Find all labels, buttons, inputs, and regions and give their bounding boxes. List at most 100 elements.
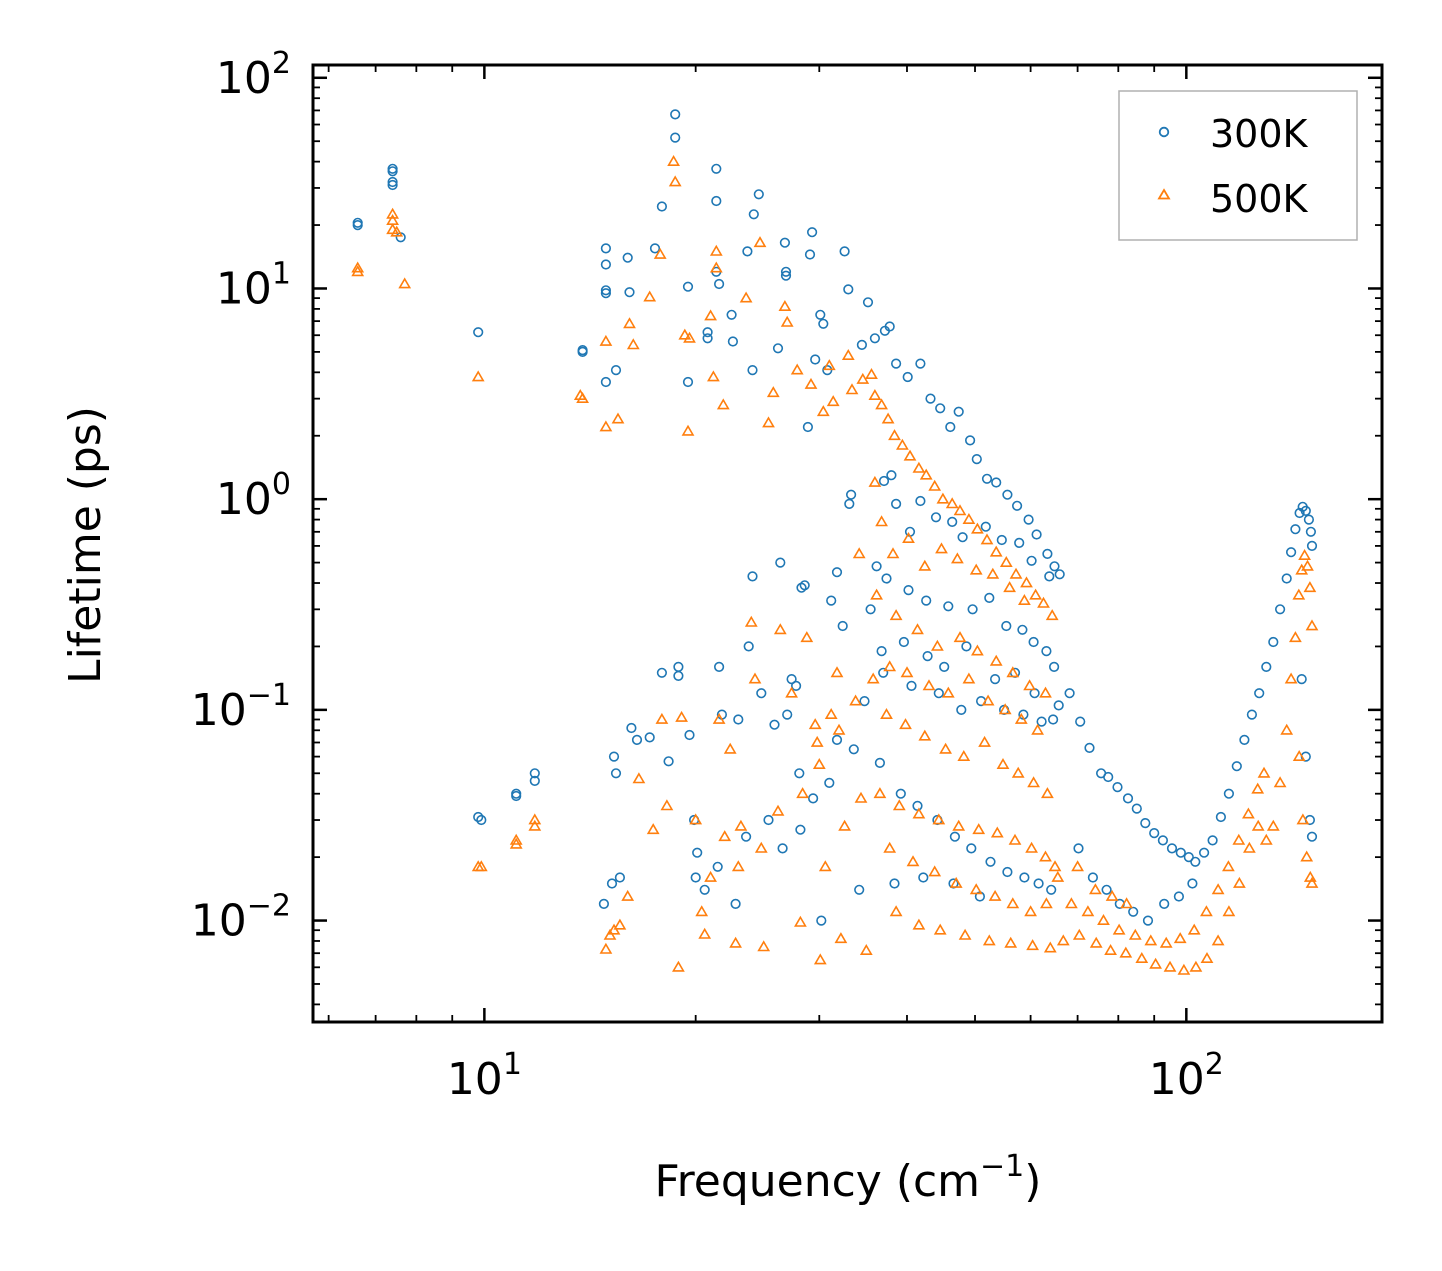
point-500K	[834, 932, 848, 944]
point-300K	[1049, 561, 1060, 572]
point-300K	[848, 744, 859, 755]
point-500K	[988, 889, 1002, 901]
point-300K	[626, 722, 637, 734]
point-500K	[931, 639, 944, 651]
point-500K	[912, 918, 926, 930]
series-500K	[351, 155, 1319, 975]
point-500K	[1020, 576, 1033, 588]
point-300K	[1054, 569, 1065, 580]
point-300K	[1044, 571, 1055, 582]
point-300K	[804, 249, 816, 260]
point-300K	[763, 814, 774, 826]
point-300K	[859, 695, 870, 707]
point-500K	[939, 742, 952, 754]
point-500K	[1026, 939, 1039, 951]
x-tick-label: 101	[447, 1047, 522, 1105]
point-300K	[810, 354, 821, 365]
point-500K	[949, 876, 963, 888]
point-500K	[866, 672, 880, 684]
point-500K	[859, 944, 873, 955]
point-300K	[600, 288, 612, 299]
point-500K	[1043, 941, 1057, 953]
point-500K	[1292, 588, 1306, 600]
point-500K	[951, 552, 964, 564]
point-500K	[978, 735, 991, 747]
point-500K	[981, 694, 995, 706]
point-300K	[1019, 872, 1030, 883]
point-500K	[621, 889, 635, 901]
point-300K	[991, 477, 1002, 488]
point-500K	[918, 729, 932, 741]
point-500K	[1041, 787, 1054, 799]
point-500K	[810, 735, 824, 747]
point-300K	[476, 814, 487, 826]
point-500K	[1273, 776, 1287, 788]
point-500K	[1008, 833, 1022, 845]
point-500K	[870, 588, 883, 600]
point-300K	[726, 309, 737, 320]
point-300K	[1048, 661, 1060, 673]
point-300K	[747, 571, 758, 582]
point-500K	[922, 679, 936, 691]
point-500K	[854, 791, 868, 803]
point-300K	[1023, 514, 1034, 525]
point-500K	[1119, 946, 1133, 958]
point-500K	[729, 936, 742, 948]
point-300K	[753, 189, 764, 200]
point-500K	[668, 175, 682, 187]
point-500K	[953, 631, 967, 643]
point-500K	[935, 542, 948, 554]
point-300K	[984, 592, 995, 604]
point-300K	[1187, 878, 1198, 889]
point-300K	[845, 489, 857, 500]
point-500K	[1284, 672, 1298, 684]
point-300K	[871, 561, 882, 572]
point-500K	[704, 309, 717, 321]
point-300K	[730, 898, 741, 910]
point-300K	[1285, 547, 1297, 558]
point-500K	[778, 300, 792, 311]
point-300K	[1001, 620, 1012, 632]
point-500K	[812, 758, 826, 769]
point-500K	[953, 504, 967, 516]
point-300K	[1028, 636, 1039, 648]
point-300K	[943, 601, 954, 612]
point-500K	[1200, 952, 1214, 963]
point-300K	[779, 237, 791, 248]
point-500K	[757, 940, 771, 952]
point-300K	[772, 343, 784, 354]
point-300K	[780, 266, 792, 277]
point-500K	[868, 389, 882, 400]
point-300K	[673, 670, 684, 682]
point-300K	[1183, 851, 1194, 863]
point-300K	[1223, 788, 1234, 799]
point-300K	[1254, 688, 1265, 699]
point-300K	[608, 751, 620, 762]
point-300K	[1047, 714, 1059, 725]
point-500K	[1018, 594, 1031, 605]
point-300K	[903, 584, 914, 596]
point-300K	[682, 281, 694, 292]
point-300K	[815, 309, 826, 320]
point-500K	[766, 386, 780, 398]
legend-label-300k: 300K	[1210, 112, 1309, 156]
point-500K	[509, 833, 523, 845]
point-300K	[600, 285, 612, 296]
point-500K	[1163, 960, 1177, 972]
point-500K	[762, 416, 775, 428]
point-500K	[683, 331, 696, 343]
point-300K	[670, 132, 681, 143]
point-300K	[876, 645, 887, 657]
point-500K	[1189, 960, 1203, 972]
point-500K	[626, 338, 640, 350]
point-500K	[900, 666, 914, 678]
point-300K	[844, 498, 855, 510]
point-500K	[1097, 914, 1110, 925]
point-500K	[1004, 936, 1018, 948]
point-500K	[849, 694, 862, 706]
y-tick-label: 10−1	[191, 678, 291, 736]
point-500K	[808, 718, 822, 730]
point-500K	[971, 522, 984, 534]
point-300K	[670, 109, 681, 120]
